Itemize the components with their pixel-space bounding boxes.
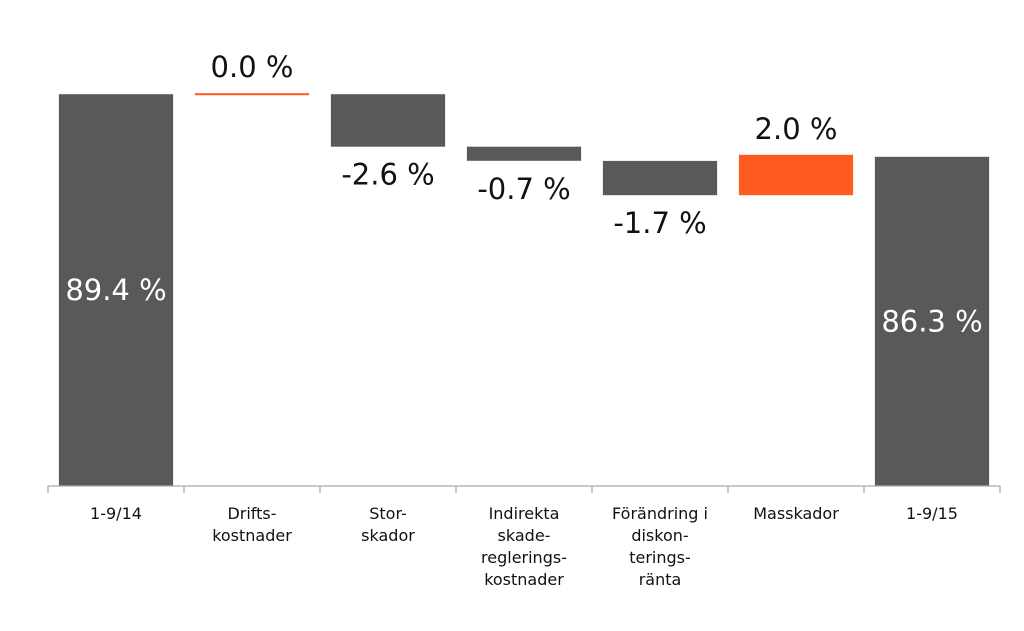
data-label-2: -2.6 % (341, 158, 434, 192)
bar-2 (330, 94, 446, 147)
bar-5 (738, 154, 854, 196)
bar-4 (602, 160, 718, 196)
tick-label-0: 1-9/14 (90, 504, 142, 523)
x-axis (47, 485, 1001, 493)
data-label-1: 0.0 % (211, 50, 294, 84)
bar-3 (466, 146, 582, 161)
bars-layer (58, 93, 990, 487)
data-label-6: 86.3 % (881, 304, 982, 338)
bar-0 (58, 94, 174, 486)
bar-1 (194, 93, 310, 96)
tick-label-5: Masskador (753, 504, 839, 523)
data-label-4: -1.7 % (613, 206, 706, 240)
tick-label-6: 1-9/15 (906, 504, 958, 523)
x-tick-labels: 1-9/14 Drifts-kostnader Stor-skador Indirek… (90, 504, 958, 589)
bar-6 (874, 156, 990, 487)
data-labels-layer: 89.4 % 0.0 % -2.6 % -0.7 % -1.7 % 2.0 % 86.3 % (65, 50, 982, 338)
tick-label-2: Stor-skador (361, 504, 415, 545)
data-label-3: -0.7 % (477, 172, 570, 206)
tick-label-4: Förändring i diskon-terings-ränta (612, 504, 708, 589)
tick-label-3: Indirekta skade-reglerings-kostnader (481, 504, 567, 589)
data-label-5: 2.0 % (755, 112, 838, 146)
data-label-0: 89.4 % (65, 273, 166, 307)
tick-label-1: Drifts-kostnader (212, 504, 292, 545)
